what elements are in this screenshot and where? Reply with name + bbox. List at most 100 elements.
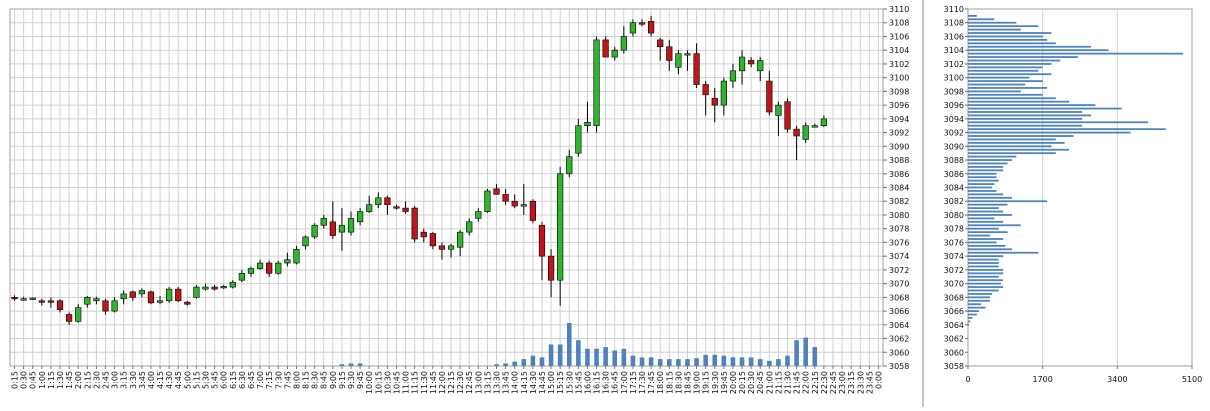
candle-up (84, 297, 91, 305)
candle-up (302, 236, 309, 247)
profile-bar (968, 286, 1004, 288)
main-x-tick-label: 5:00 (183, 371, 192, 389)
candle-up (675, 53, 682, 68)
volume-bars (339, 323, 818, 366)
main-x-tick-label: 15:45 (574, 371, 583, 394)
profile-y-tick-label: 3082 (944, 197, 964, 206)
main-x-tick-label: 5:30 (202, 371, 211, 389)
main-x-tick-label: 10:00 (365, 371, 374, 394)
candle-down (11, 297, 18, 300)
candle-up (320, 218, 327, 226)
candle-up (338, 224, 346, 233)
main-x-tick-label: 22:15 (811, 371, 820, 394)
main-x-tick-label: 21:45 (793, 371, 802, 394)
profile-y-tick-label: 3100 (944, 74, 964, 83)
profile-bar (968, 200, 1048, 203)
main-x-tick-label: 9:00 (329, 371, 338, 389)
profile-bar (968, 217, 995, 220)
main-x-tick-label: 12:30 (456, 371, 465, 394)
profile-bar (968, 76, 1030, 79)
profile-bar (968, 128, 1166, 131)
volume-bar (612, 350, 618, 366)
profile-x-tick-label: 3400 (1107, 375, 1127, 384)
candle-down (402, 207, 409, 212)
main-x-tick-label: 10:30 (383, 371, 392, 394)
profile-bar (968, 35, 1043, 38)
candle-up (757, 60, 764, 72)
candle-up (575, 125, 582, 154)
candle-down (766, 80, 773, 113)
profile-y-tick-label: 3076 (944, 238, 964, 247)
profile-bar (968, 238, 1004, 240)
main-x-tick-label: 12:15 (447, 371, 456, 394)
profile-bar (968, 313, 977, 316)
profile-bar (968, 59, 1061, 62)
main-x-tick-label: 14:00 (511, 371, 520, 394)
candle-down (102, 300, 109, 312)
profile-x-tick-label: 5100 (1182, 375, 1202, 384)
profile-y-tick-label: 3074 (944, 252, 964, 261)
profile-bar (968, 14, 977, 17)
profile-bar (968, 155, 1017, 158)
profile-bar (968, 282, 1001, 285)
candle-down (711, 97, 718, 106)
candle-up (584, 121, 591, 127)
main-x-tick-label: 2:00 (74, 371, 83, 389)
profile-y-tick-label: 3062 (944, 335, 964, 344)
profile-bar (968, 32, 1052, 34)
profile-bar (968, 104, 1096, 107)
profile-bar (968, 186, 993, 189)
main-x-tick-label: 3:00 (111, 371, 120, 389)
main-x-tick-label: 18:45 (683, 371, 692, 394)
candle-down (493, 188, 500, 195)
main-x-tick-label: 21:00 (765, 371, 774, 394)
profile-bar (968, 258, 999, 261)
volume-bar (666, 359, 672, 366)
main-x-tick-label: 3:45 (138, 371, 147, 389)
profile-bar (968, 207, 999, 209)
profile-y-tick-label: 3108 (944, 19, 964, 28)
profile-y-tick-label: 3088 (944, 156, 964, 165)
candle-up (357, 211, 364, 223)
profile-y-tick-label: 3104 (944, 46, 964, 55)
profile-bar (968, 80, 1043, 82)
candle-up (629, 22, 637, 34)
main-x-tick-label: 6:45 (247, 371, 256, 389)
profile-y-tick-label: 3060 (944, 348, 964, 357)
profile-bar (968, 28, 1021, 31)
volume-bar (494, 364, 499, 366)
candle-up (611, 49, 618, 58)
main-x-tick-label: 12:45 (465, 371, 474, 394)
volume-bar (348, 363, 354, 366)
profile-bar (968, 272, 1004, 275)
profile-bar (968, 183, 995, 185)
main-y-tick-label: 3102 (889, 60, 909, 69)
candle-up (447, 245, 455, 250)
profile-bar (968, 169, 1004, 172)
profile-bar (968, 63, 1052, 65)
volume-bar (503, 363, 508, 366)
profile-x-tick-label: 0 (965, 375, 970, 384)
profile-y-tick-label: 3092 (944, 129, 964, 138)
main-y-tick-label: 3064 (889, 321, 909, 330)
candle-down (547, 255, 555, 281)
main-x-axis: 0:15 0:30 0:45 1:00 1:15 1:30 1:45 2:00 2:15 2:30… (11, 366, 883, 394)
candle-up (457, 231, 464, 248)
profile-bar (968, 310, 979, 312)
main-x-tick-label: 5:15 (192, 371, 201, 389)
candle-up (284, 259, 291, 264)
profile-y-axis: 3110 3108 3106 3104 3102 3100 3098 3096 3094 3092… (944, 5, 968, 371)
main-x-tick-label: 11:45 (429, 371, 438, 394)
volume-bar (730, 357, 736, 366)
main-x-tick-label: 17:45 (647, 371, 656, 394)
profile-bar (968, 210, 1004, 213)
volume-bar (630, 355, 636, 366)
volume-bar (657, 359, 663, 366)
candle-up (475, 211, 482, 219)
main-x-tick-label: 4:00 (147, 371, 156, 389)
main-x-tick-label: 20:45 (756, 371, 765, 394)
volume-bar (548, 344, 554, 366)
candle-up (193, 286, 200, 298)
candle-up (738, 56, 746, 72)
main-y-tick-label: 3106 (889, 32, 909, 41)
